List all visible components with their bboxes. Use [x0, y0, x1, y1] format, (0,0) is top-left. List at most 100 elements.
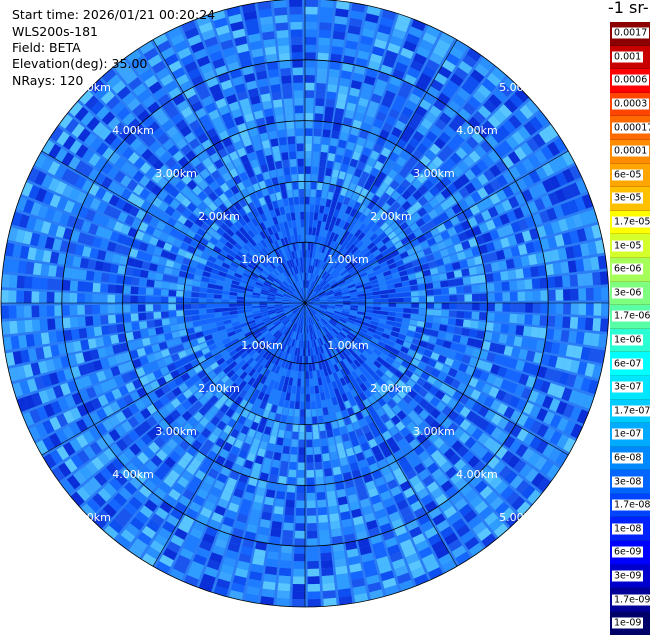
ray-gate	[123, 305, 131, 313]
ray-gate	[289, 0, 302, 7]
ray-gate	[305, 45, 316, 53]
ray-gate	[433, 317, 441, 324]
ray-gate	[295, 523, 305, 531]
ray-gate	[9, 321, 18, 334]
ray-gate	[313, 431, 319, 439]
ray-gate	[296, 508, 305, 516]
ray-gate	[518, 291, 526, 301]
ray-gate	[305, 37, 316, 45]
ray-gate	[275, 15, 288, 24]
ray-gate	[78, 328, 87, 339]
ray-gate	[296, 516, 305, 524]
ray-gate	[39, 292, 47, 303]
ray-gate	[302, 371, 305, 379]
ray-gate	[279, 53, 290, 61]
ray-gate	[314, 128, 322, 136]
ray-gate	[291, 45, 302, 53]
ray-gate	[130, 295, 138, 303]
ray-gate	[301, 387, 305, 395]
ray-gate	[293, 75, 303, 83]
ray-gate	[55, 279, 63, 290]
ray-gate	[298, 166, 304, 174]
ray-gate	[293, 424, 299, 432]
ray-gate	[491, 262, 500, 272]
ray-gate	[310, 197, 315, 205]
ray-gate	[440, 317, 448, 324]
colorbar-label: 3e-05	[612, 193, 643, 204]
ray-gate	[305, 90, 314, 98]
ray-gate	[214, 304, 222, 308]
ray-gate	[601, 303, 609, 316]
ray-gate	[285, 507, 295, 515]
ray-gate	[199, 293, 207, 298]
ray-gate	[554, 276, 562, 288]
ray-gate	[469, 329, 478, 338]
colorbar-level: 1.7e-08	[610, 494, 650, 518]
ray-gate	[305, 0, 318, 7]
ray-gate	[206, 309, 214, 314]
ray-gate	[449, 311, 457, 318]
ray-gate	[282, 160, 289, 168]
range-label: 1.00km	[241, 339, 283, 352]
ray-gate	[70, 281, 78, 291]
ray-gate	[276, 22, 288, 31]
ray-gate	[307, 508, 316, 516]
ray-gate	[101, 273, 110, 283]
range-label: 2.00km	[198, 382, 240, 395]
ray-gate	[305, 52, 316, 60]
ray-gate	[306, 424, 312, 432]
ray-gate	[323, 590, 336, 599]
ray-gate	[92, 283, 100, 293]
ray-gate	[162, 319, 170, 326]
ray-gate	[214, 294, 222, 298]
ray-gate	[294, 98, 303, 106]
ray-gate	[31, 291, 39, 303]
ray-gate	[297, 470, 305, 478]
ray-gate	[500, 324, 509, 334]
ray-gate	[293, 576, 305, 584]
ray-gate	[283, 446, 290, 454]
ray-gate	[107, 295, 115, 303]
ray-gate	[585, 273, 594, 286]
ray-gate	[320, 15, 333, 23]
ray-gate	[583, 332, 592, 345]
ray-gate	[123, 295, 131, 303]
ray-gate	[184, 291, 192, 297]
ray-gate	[562, 275, 571, 287]
ray-gate	[334, 23, 347, 32]
ray-gate	[319, 30, 331, 38]
elevation: Elevation(deg): 35.00	[12, 55, 147, 72]
ray-gate	[592, 318, 601, 331]
ray-gate	[264, 108, 274, 117]
ray-gate	[332, 38, 344, 47]
ray-gate	[263, 39, 275, 48]
ray-gate	[388, 307, 396, 311]
ray-gate	[312, 416, 318, 424]
ray-gate	[278, 583, 291, 591]
ray-gate	[110, 334, 119, 344]
ray-gate	[153, 312, 161, 319]
ray-gate	[517, 280, 525, 290]
ray-gate	[261, 24, 274, 33]
ray-gate	[433, 289, 441, 295]
ray-gate	[9, 306, 17, 319]
ray-gate	[286, 423, 292, 431]
ray-gate	[305, 349, 307, 357]
ray-gate	[464, 303, 472, 310]
ray-gate	[9, 275, 18, 288]
ray-gate	[335, 8, 348, 17]
ray-gate	[298, 455, 305, 463]
ray-gate	[307, 516, 317, 524]
ray-gate	[244, 300, 252, 303]
field-name: Field: BETA	[12, 39, 81, 56]
ray-gate	[299, 189, 304, 197]
ray-gate	[271, 521, 282, 530]
ray-gate	[237, 304, 245, 307]
colorbar-level: 3e-08	[610, 470, 650, 494]
ray-gate	[315, 106, 324, 114]
ray-gate	[146, 280, 154, 288]
ray-gate	[199, 309, 207, 314]
ray-gate	[510, 303, 518, 312]
ray-gate	[455, 278, 463, 286]
ray-gate	[299, 197, 304, 205]
